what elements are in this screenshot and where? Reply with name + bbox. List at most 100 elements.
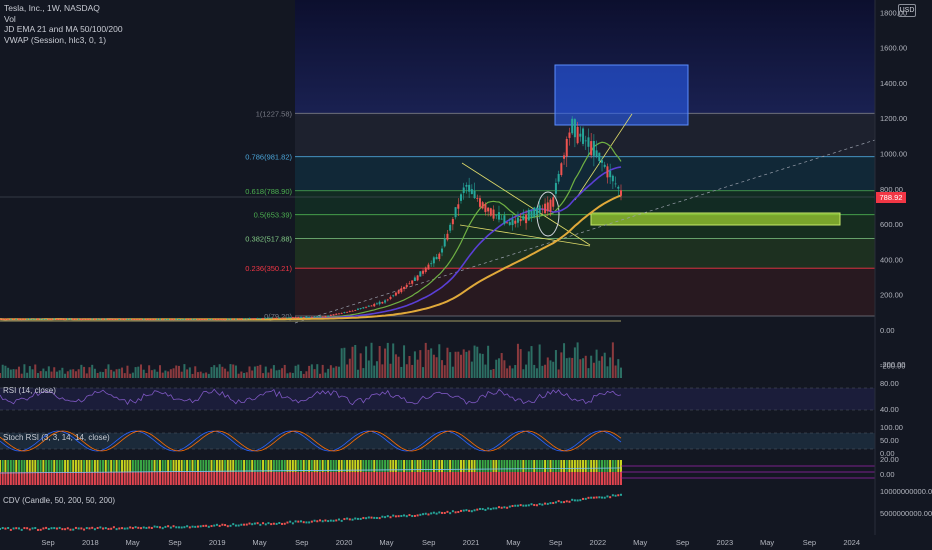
symbol-title[interactable]: Tesla, Inc., 1W, NASDAQ	[4, 3, 100, 13]
volume-bar	[601, 356, 604, 378]
volume-bar	[609, 357, 612, 378]
osc-bar-bottom	[240, 472, 243, 485]
volume-bar	[58, 370, 61, 378]
volume-bar	[438, 344, 441, 378]
osc-bar-bottom	[0, 472, 1, 485]
cdv-candle	[88, 527, 91, 530]
candle-body	[202, 319, 205, 320]
ema-label[interactable]: JD EMA 21 and MA 50/100/200	[4, 24, 123, 34]
cdv-candle	[12, 527, 15, 530]
osc-bar-bottom	[544, 472, 547, 485]
volume-bar	[481, 353, 484, 378]
cdv-candle	[150, 526, 153, 529]
osc-bar-bottom	[560, 472, 563, 485]
volume-bar	[53, 367, 56, 378]
candle-body	[270, 317, 273, 319]
osc-bar-top	[506, 460, 509, 472]
candle-body	[582, 128, 585, 144]
candle-body	[446, 233, 449, 240]
osc-bar-top	[145, 460, 148, 472]
osc-bar-top	[243, 460, 246, 472]
osc-bar-top	[454, 460, 457, 472]
cdv-candle	[291, 522, 294, 525]
volume-bar	[522, 369, 525, 378]
vol-label[interactable]: Vol	[4, 13, 16, 24]
cdv-candle	[72, 528, 75, 531]
osc-bar-bottom	[177, 472, 180, 485]
volume-bar	[188, 367, 191, 378]
time-axis-label: Sep	[168, 538, 181, 547]
osc-bar-bottom	[23, 472, 26, 485]
osc-bar-bottom	[91, 472, 94, 485]
osc-bar-top	[294, 460, 297, 472]
cdv-candle	[316, 520, 319, 523]
candle-body	[72, 318, 75, 320]
cdv-candle	[527, 504, 530, 507]
candle-body	[568, 132, 571, 138]
osc-bar-bottom	[590, 472, 593, 485]
osc-bar-top	[272, 460, 275, 472]
volume-bar	[373, 365, 376, 378]
volume-bar	[535, 368, 538, 378]
volume-bar	[229, 364, 232, 378]
candle-body	[487, 207, 490, 212]
osc-bar-top	[96, 460, 99, 472]
candle-body	[579, 133, 582, 137]
rsi-label[interactable]: RSI (14, close)	[3, 386, 56, 395]
candle-body	[183, 318, 186, 320]
volume-bar	[375, 361, 378, 378]
candle-body	[164, 319, 167, 321]
cdv-candle	[554, 501, 557, 504]
cdv-candle	[563, 501, 566, 504]
osc-bar-top	[85, 460, 88, 472]
currency-badge[interactable]: USD	[898, 4, 916, 17]
volume-bar	[427, 349, 430, 378]
cdv-label[interactable]: CDV (Candle, 50, 200, 50, 200)	[3, 496, 116, 505]
vwap-label[interactable]: VWAP (Session, hlc3, 0, 1)	[4, 34, 107, 45]
osc-bar-bottom	[248, 472, 251, 485]
volume-bar	[96, 372, 99, 378]
cdv-candle	[506, 506, 509, 509]
osc-bar-bottom	[308, 472, 311, 485]
osc-bar-top	[262, 460, 265, 472]
volume-bar	[175, 365, 178, 378]
volume-bar	[411, 364, 414, 378]
osc-bar-top	[419, 460, 422, 472]
osc-bar-top	[153, 460, 156, 472]
volume-bar	[129, 373, 132, 378]
cdv-candle	[457, 511, 460, 514]
cdv-candle	[188, 526, 191, 529]
volume-bar	[245, 372, 248, 378]
cdv-candle	[462, 509, 465, 512]
candle-body	[256, 318, 259, 319]
osc-bar-bottom	[603, 472, 606, 485]
osc-bar-top	[23, 460, 26, 472]
osc-bar-bottom	[45, 472, 48, 485]
candle-body	[408, 283, 411, 285]
cdv-candle	[123, 527, 126, 530]
osc-bar-bottom	[175, 472, 178, 485]
volume-bar	[318, 373, 321, 378]
stoch-label[interactable]: Stoch RSI (3, 3, 14, 14, close)	[3, 433, 110, 442]
oscillator-pane	[0, 460, 875, 485]
osc-bar-top	[397, 460, 400, 472]
osc-bar-bottom	[541, 472, 544, 485]
cdv-candle	[522, 504, 525, 507]
cdv-candle	[386, 515, 389, 518]
fib-label: 0.5(653.39)	[254, 211, 293, 220]
cdv-candle	[300, 520, 303, 523]
volume-bar	[69, 369, 72, 378]
osc-bar-top	[142, 460, 145, 472]
volume-bar	[484, 364, 487, 378]
osc-bar-top	[180, 460, 183, 472]
volume-bar	[356, 369, 359, 378]
osc-bar-bottom	[167, 472, 170, 485]
volume-bar	[343, 347, 346, 378]
osc-bar-bottom	[7, 472, 10, 485]
candle-body	[560, 163, 563, 176]
cdv-candle	[243, 523, 246, 526]
osc-bar-bottom	[500, 472, 503, 485]
cdv-candle	[121, 527, 124, 530]
cdv-candle	[408, 514, 411, 517]
